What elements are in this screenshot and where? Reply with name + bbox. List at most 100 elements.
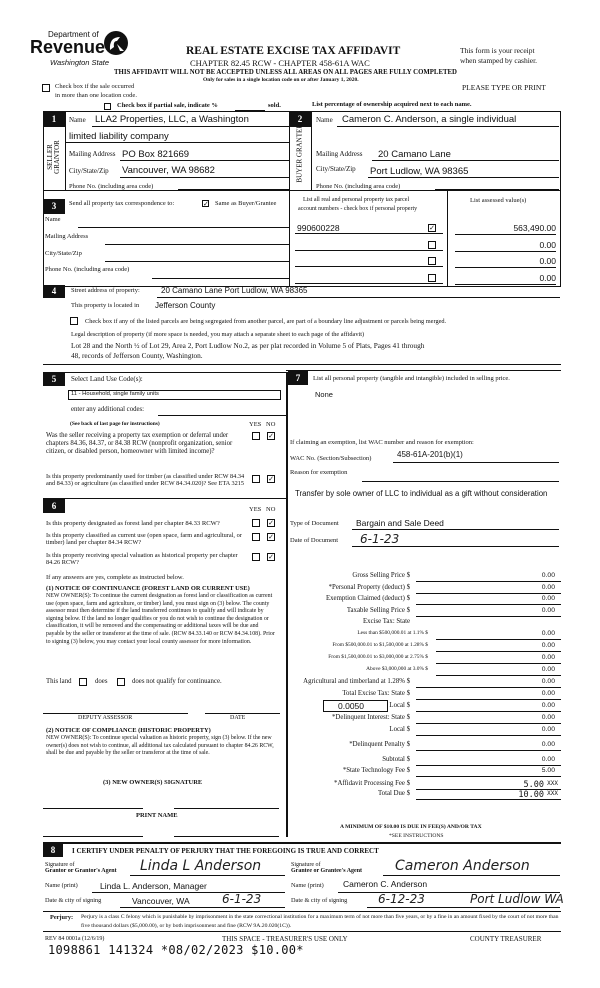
buyer-mailing-field[interactable]: 20 Camano Lane (378, 149, 451, 160)
q1-no-checkbox[interactable]: ✓ (267, 432, 275, 440)
corr-city-field[interactable] (105, 261, 289, 262)
grantee-city-field[interactable]: Port Ludlow WA (470, 892, 564, 906)
county-field[interactable]: Jefferson County (155, 301, 216, 310)
doc-date-field[interactable]: 6-1-23 (360, 532, 400, 546)
forest-yes-checkbox[interactable] (252, 519, 260, 527)
assessed-value-field[interactable]: 0.00 (539, 256, 556, 266)
tax-line-label: Gross Selling Price $ (352, 572, 410, 579)
doc-type-field[interactable]: Bargain and Sale Deed (356, 518, 444, 528)
corr-name-field[interactable] (78, 227, 289, 228)
wac-field[interactable]: 458-61A-201(b)(1) (397, 450, 463, 459)
does-qualify-checkbox[interactable] (79, 678, 87, 686)
personal-property-checkbox[interactable] (428, 240, 436, 249)
tax-line-value[interactable]: 0.00 (541, 630, 555, 637)
tax-line-value[interactable]: 0.00 (541, 606, 555, 614)
grantee-sig-label: Signature of (291, 862, 321, 868)
tax-line-value[interactable]: 0.00 (541, 690, 555, 697)
tax-line-value[interactable]: 0.00 (541, 642, 555, 649)
seller-mailing-field[interactable]: PO Box 821669 (122, 149, 190, 160)
land-use-code-value: 11 - Household, single family units (71, 391, 159, 397)
print-name-line-2[interactable] (174, 836, 279, 837)
current-use-yes-checkbox[interactable] (252, 533, 260, 541)
seller-name-field[interactable]: LLA2 Properties, LLC, a Washington (95, 114, 249, 125)
forest-no-checkbox[interactable]: ✓ (267, 519, 275, 527)
tax-line-value[interactable]: 0.00 (541, 756, 555, 763)
reason-field[interactable]: Transfer by sole owner of LLC to individ… (295, 489, 548, 498)
tax-line-value[interactable]: 0.00 (541, 726, 555, 733)
same-as-buyer-checkbox[interactable]: ✓ (202, 200, 209, 208)
grantor-date-field[interactable]: 6-1-23 (222, 892, 262, 906)
new-owner-signature-line-2[interactable] (174, 808, 279, 809)
buyer-phone-field[interactable] (435, 189, 559, 190)
rule (455, 267, 556, 268)
tax-line-value[interactable]: 0.00 (541, 572, 555, 579)
buyer-name-field[interactable]: Cameron C. Anderson, a single individual (342, 114, 517, 125)
corr-mailing-field[interactable] (105, 244, 289, 245)
segregation-checkbox[interactable] (70, 317, 78, 325)
tax-line-value[interactable]: 5.00 (523, 779, 544, 790)
rule (416, 788, 561, 790)
personal-property-checkbox[interactable] (428, 257, 436, 265)
tax-line-value[interactable]: 5.00 (541, 766, 555, 774)
tax-line-label: Local $ (389, 726, 410, 733)
tax-line-value[interactable]: 0.00 (541, 677, 555, 685)
tax-line-value[interactable]: 0.00 (541, 666, 555, 673)
parcel-number-field[interactable]: 990600228 (297, 223, 340, 233)
rule (416, 581, 561, 582)
grantee-signature[interactable]: Cameron Anderson (395, 858, 530, 874)
tax-line-value[interactable]: 0.00 (541, 741, 555, 748)
struck-out-mark: XXX (547, 779, 558, 787)
seller-city-field[interactable]: Vancouver, WA 98682 (122, 165, 215, 176)
grantor-city-field[interactable]: Vancouver, WA (132, 896, 190, 906)
new-owner-signature-line-1[interactable] (43, 808, 143, 809)
personal-property-field[interactable]: None (315, 390, 333, 399)
print-name-line-1[interactable] (43, 836, 143, 837)
rule (338, 892, 560, 893)
grantee-date-field[interactable]: 6-12-23 (378, 892, 425, 906)
current-use-no-checkbox[interactable]: ✓ (267, 533, 275, 541)
tax-line-label: Exemption Claimed (deduct) $ (326, 595, 410, 602)
tax-line-value[interactable]: 0.00 (541, 701, 555, 709)
grantor-signature[interactable]: Linda L Anderson (140, 858, 262, 874)
tax-line-label: Total Due $ (378, 790, 410, 797)
historic-yes-checkbox[interactable] (252, 553, 260, 561)
assessed-value-field[interactable]: 563,490.00 (513, 223, 556, 233)
buyer-city-field[interactable]: Port Ludlow, WA 98365 (370, 166, 469, 177)
grantor-date-label: Date & city of signing (45, 897, 102, 904)
does-not-qualify-checkbox[interactable] (117, 678, 125, 686)
assessor-date-line[interactable] (205, 713, 280, 714)
tax-line-value[interactable]: 10.00 (518, 790, 544, 800)
street-address-field[interactable]: 20 Camano Lane Port Ludlow, WA 98365 (161, 286, 308, 295)
additional-codes-field[interactable] (158, 415, 286, 416)
q2-yes-checkbox[interactable] (252, 475, 260, 483)
partial-percent-field[interactable] (235, 110, 265, 111)
tax-line-value[interactable]: 0.00 (541, 654, 555, 661)
assessed-value-field[interactable]: 0.00 (539, 272, 556, 283)
rule (416, 604, 561, 605)
partial-sale-checkbox[interactable] (104, 103, 111, 110)
tax-line-label: *Personal Property (deduct) $ (328, 583, 410, 591)
q1-yes-checkbox[interactable] (252, 432, 260, 440)
tax-line-value[interactable]: 0.00 (541, 595, 555, 602)
personal-property-checkbox[interactable] (428, 273, 436, 282)
legal-description-line-1[interactable]: Lot 28 and the North ½ of Lot 29, Area 2… (71, 341, 425, 350)
q2-no-checkbox[interactable]: ✓ (267, 475, 275, 483)
seller-phone-field[interactable] (178, 189, 289, 190)
rule (92, 126, 289, 127)
assessed-value-field[interactable]: 0.00 (539, 239, 556, 250)
personal-property-checkbox[interactable]: ✓ (428, 224, 436, 232)
grantee-name-field[interactable]: Cameron C. Anderson (343, 879, 428, 889)
historic-no-checkbox[interactable]: ✓ (267, 553, 275, 561)
tax-line-value[interactable]: 0.00 (541, 583, 555, 591)
local-rate-box[interactable]: 0.0050 (323, 699, 388, 712)
legal-description-line-2[interactable]: 48, records of Jefferson County, Washing… (71, 351, 203, 360)
tax-calculation: Gross Selling Price $ 0.00 *Personal Prope… (286, 572, 561, 842)
deputy-assessor-signature-line[interactable] (43, 713, 188, 714)
rule (416, 735, 561, 736)
grantor-name-field[interactable]: Linda L. Anderson, Manager (100, 881, 207, 891)
multi-location-checkbox[interactable] (42, 84, 50, 92)
seller-name-field-2[interactable]: limited liability company (69, 131, 169, 142)
corr-phone-field[interactable] (152, 278, 289, 279)
land-use-code-field[interactable]: 11 - Household, single family units (68, 390, 281, 400)
tax-line-value[interactable]: 0.00 (541, 713, 555, 721)
